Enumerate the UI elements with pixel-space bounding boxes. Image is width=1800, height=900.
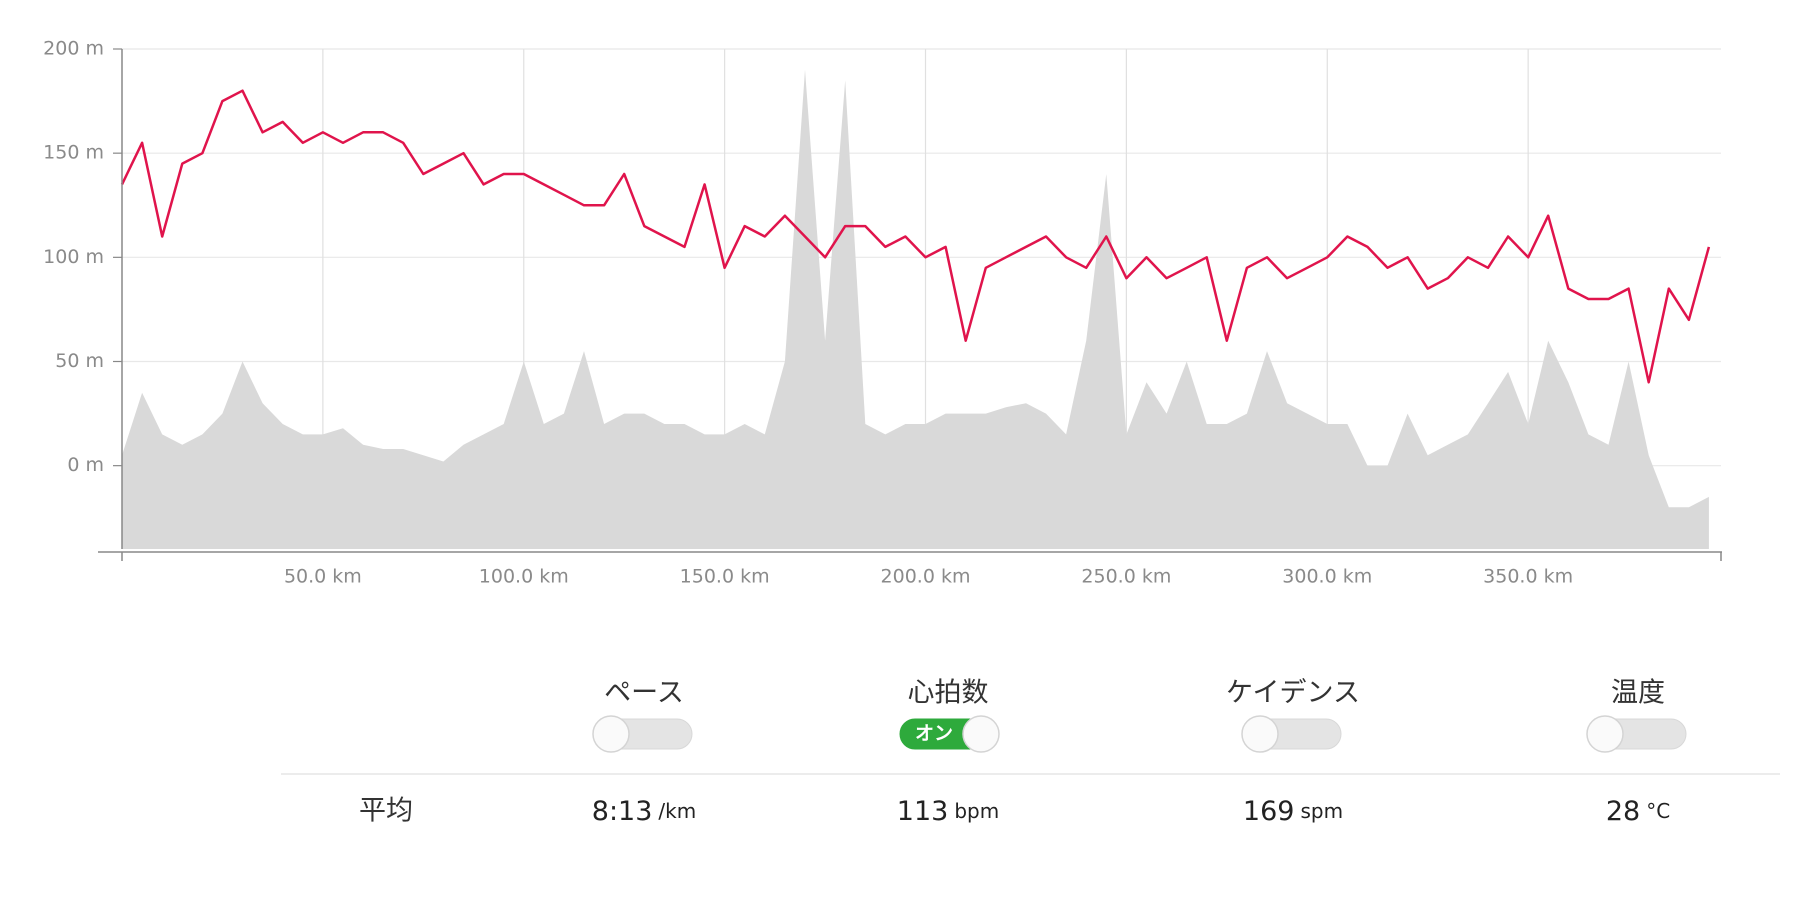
summary-unit: spm: [1300, 799, 1343, 823]
summary: 平均 8:13/km 113 bpm 169 spm 28 °C: [359, 796, 1670, 827]
summary-number: 113: [897, 796, 949, 827]
y-tick-label: 200 m: [43, 38, 104, 60]
control-label: 温度: [1611, 678, 1665, 709]
x-tick-label: 300.0 km: [1282, 566, 1372, 588]
x-tick-label: 150.0 km: [680, 566, 770, 588]
y-tick-label: 150 m: [43, 142, 104, 164]
x-tick-label: 200.0 km: [881, 566, 971, 588]
x-tick-label: 350.0 km: [1483, 566, 1573, 588]
summary-number: 8:13: [592, 796, 653, 827]
summary-number: 169: [1243, 796, 1295, 827]
toggle-knob[interactable]: [962, 715, 1000, 753]
summary-value: 8:13/km: [592, 796, 696, 827]
marks: [120, 69, 1711, 550]
toggle-knob[interactable]: [592, 715, 630, 753]
summary-number: 28: [1606, 796, 1640, 827]
x-tick-label: 100.0 km: [479, 566, 569, 588]
summary-unit: bpm: [954, 799, 999, 823]
y-tick-label: 100 m: [43, 246, 104, 268]
summary-value: 28 °C: [1606, 796, 1670, 827]
summary-label: 平均: [359, 796, 413, 827]
control-label: ペース: [604, 678, 684, 709]
toggle[interactable]: オン: [899, 715, 1000, 753]
heart-rate-line: [120, 89, 1711, 384]
summary-value: 113 bpm: [897, 796, 999, 827]
x-tick-label: 250.0 km: [1081, 566, 1171, 588]
toggle[interactable]: [1586, 715, 1687, 753]
x-tick-label: 50.0 km: [284, 566, 362, 588]
summary-value: 169 spm: [1243, 796, 1343, 827]
toggle[interactable]: [1241, 715, 1342, 753]
toggle-on-label: オン: [915, 723, 953, 745]
control-label: 心拍数: [908, 678, 989, 709]
toggle-knob[interactable]: [1586, 715, 1624, 753]
toggle[interactable]: [592, 715, 693, 753]
summary-unit: °C: [1646, 799, 1670, 823]
y-tick-label: 50 m: [55, 350, 104, 372]
summary-unit: /km: [658, 799, 696, 823]
control-label: ケイデンス: [1226, 678, 1360, 709]
y-tick-label: 0 m: [67, 454, 104, 476]
elevation-area: [122, 69, 1709, 550]
toggle-knob[interactable]: [1241, 715, 1279, 753]
